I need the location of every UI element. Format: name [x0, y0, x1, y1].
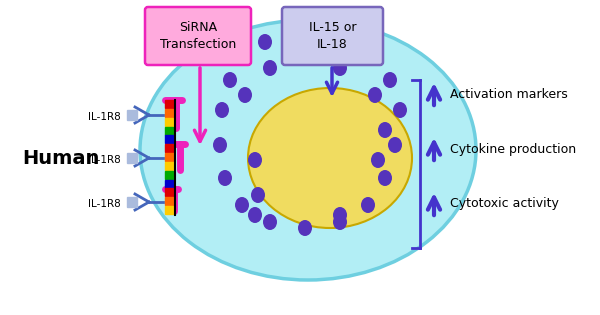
Bar	[165, 180, 173, 187]
Bar	[165, 153, 173, 161]
Bar	[165, 118, 173, 126]
Ellipse shape	[393, 102, 407, 118]
Ellipse shape	[248, 207, 262, 223]
Bar	[165, 100, 173, 108]
Ellipse shape	[378, 122, 392, 138]
Bar	[165, 135, 173, 143]
Ellipse shape	[223, 47, 237, 63]
Text: Human: Human	[22, 148, 100, 168]
Ellipse shape	[235, 197, 249, 213]
Ellipse shape	[215, 102, 229, 118]
Ellipse shape	[333, 207, 347, 223]
Ellipse shape	[361, 197, 375, 213]
Ellipse shape	[140, 20, 476, 280]
Text: IL-1R8: IL-1R8	[88, 112, 121, 122]
Ellipse shape	[248, 152, 262, 168]
Text: Cytotoxic activity: Cytotoxic activity	[450, 198, 559, 210]
Bar	[165, 109, 173, 117]
Bar	[127, 197, 137, 207]
Bar	[165, 197, 173, 205]
FancyBboxPatch shape	[145, 7, 251, 65]
Text: IL-1R8: IL-1R8	[88, 199, 121, 209]
Ellipse shape	[361, 50, 375, 66]
Ellipse shape	[223, 72, 237, 88]
Ellipse shape	[383, 72, 397, 88]
Bar	[165, 127, 173, 135]
Ellipse shape	[333, 34, 347, 50]
Ellipse shape	[333, 60, 347, 76]
Ellipse shape	[298, 28, 312, 44]
Ellipse shape	[248, 88, 412, 228]
Ellipse shape	[378, 170, 392, 186]
Ellipse shape	[218, 170, 232, 186]
Ellipse shape	[238, 87, 252, 103]
Bar	[165, 171, 173, 179]
Ellipse shape	[368, 87, 382, 103]
Bar	[165, 144, 173, 152]
Bar	[127, 110, 137, 120]
Text: IL-15 or
IL-18: IL-15 or IL-18	[309, 21, 356, 51]
Ellipse shape	[333, 214, 347, 230]
Ellipse shape	[298, 220, 312, 236]
Ellipse shape	[213, 137, 227, 153]
Ellipse shape	[371, 152, 385, 168]
Bar	[127, 153, 137, 163]
Ellipse shape	[263, 214, 277, 230]
Ellipse shape	[263, 60, 277, 76]
Ellipse shape	[258, 34, 272, 50]
Text: Activation markers: Activation markers	[450, 88, 568, 100]
Bar	[165, 188, 173, 197]
Bar	[165, 206, 173, 214]
Bar	[165, 162, 173, 170]
Ellipse shape	[388, 137, 402, 153]
Ellipse shape	[251, 187, 265, 203]
Text: Cytokine production: Cytokine production	[450, 142, 576, 156]
FancyBboxPatch shape	[282, 7, 383, 65]
Text: SiRNA
Transfection: SiRNA Transfection	[160, 21, 236, 51]
Text: IL-1R8: IL-1R8	[88, 155, 121, 165]
